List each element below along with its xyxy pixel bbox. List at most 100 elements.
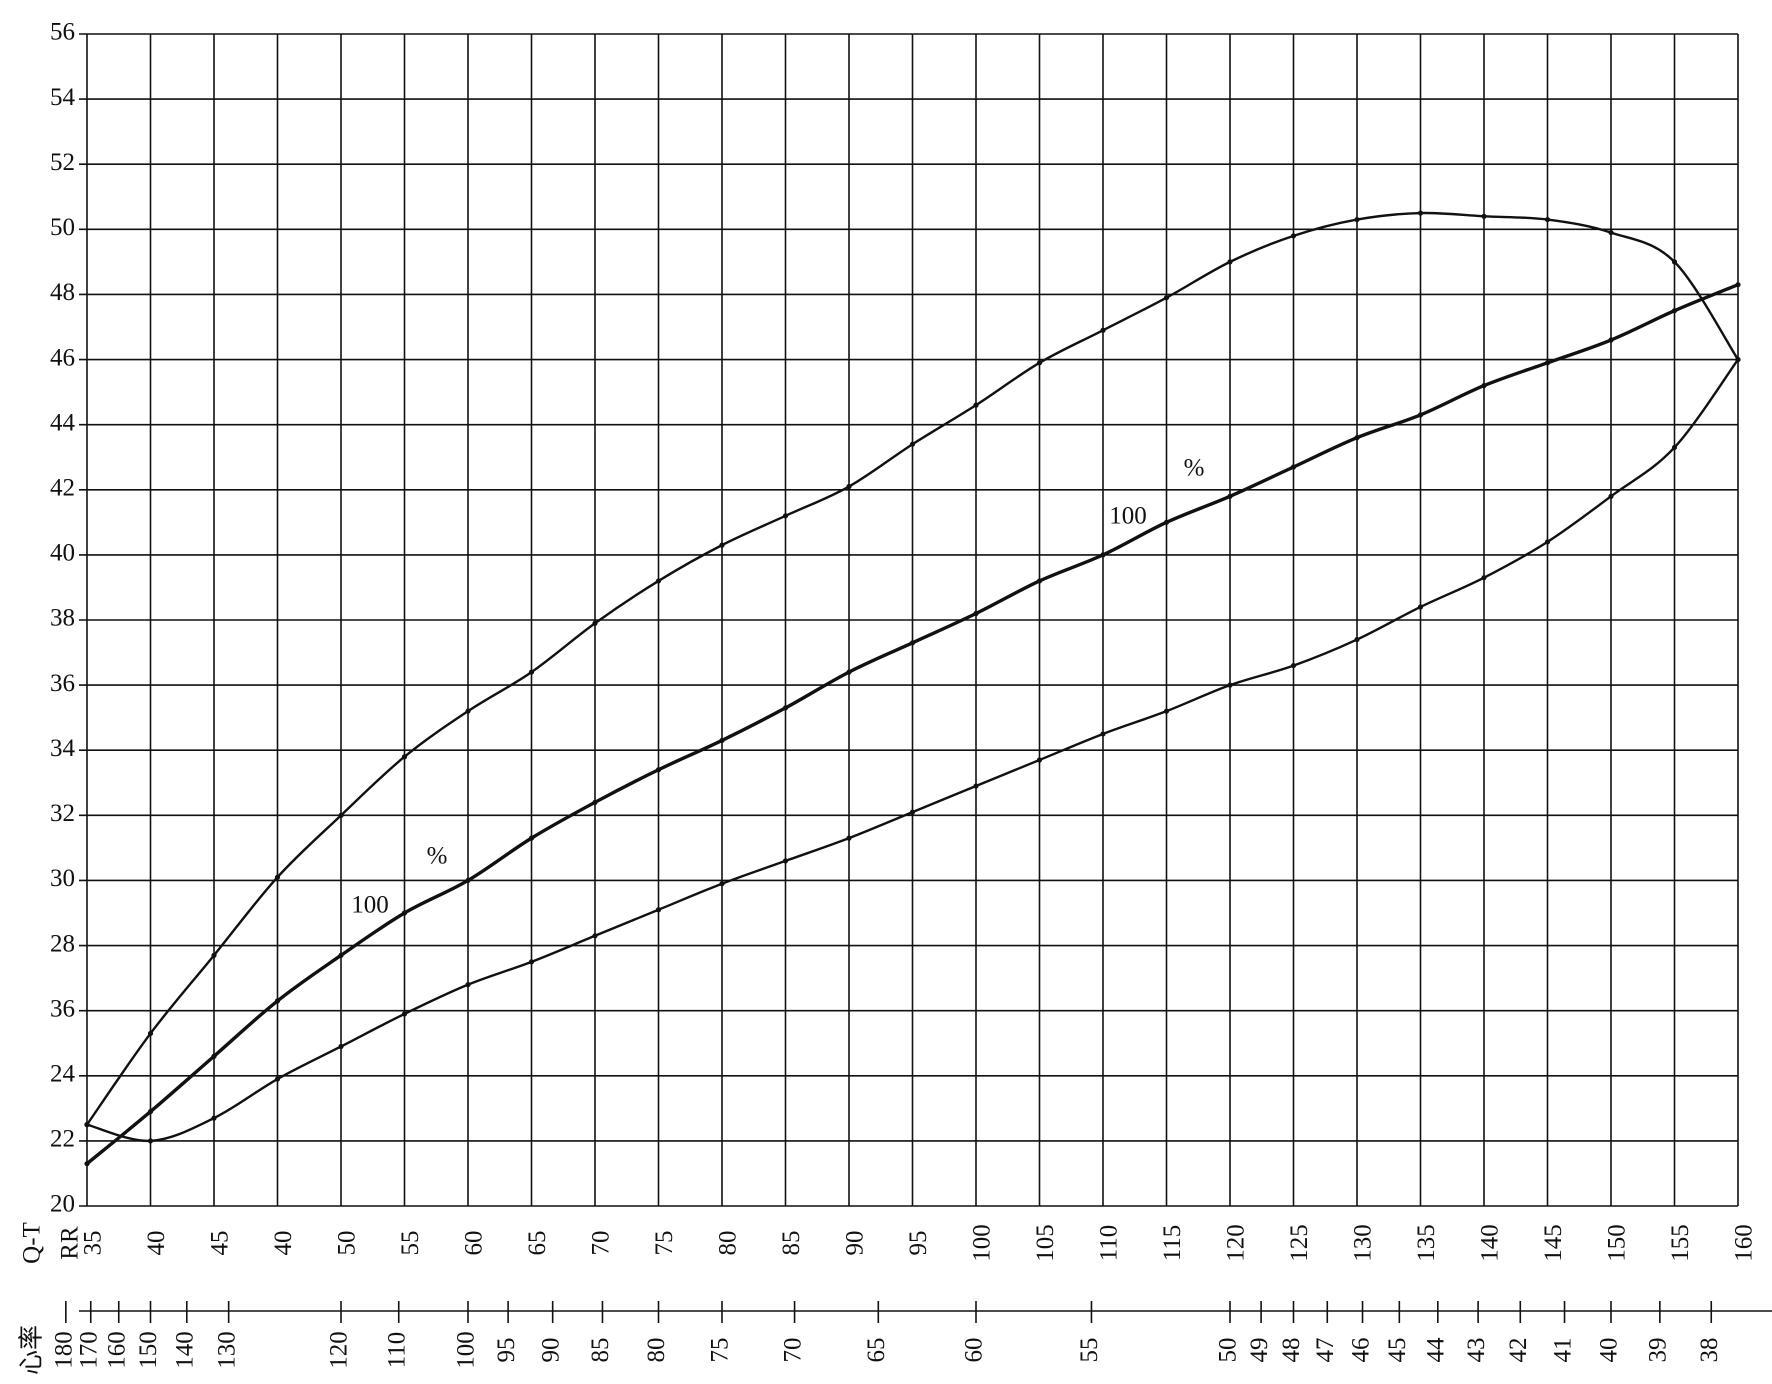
point (1671, 444, 1678, 451)
point (1671, 308, 1678, 314)
x-tick-label: 75 (651, 1231, 678, 1256)
point (338, 952, 344, 958)
x2-tick-label: 49 (1246, 1338, 1273, 1363)
x2-tick-label: 42 (1505, 1338, 1532, 1363)
x-tick-label: 60 (461, 1231, 488, 1256)
point (592, 799, 598, 805)
x2-tick-label: 90 (537, 1338, 564, 1363)
point (1227, 682, 1233, 688)
x-axis-label: RR (57, 1226, 84, 1260)
x-tick-label: 50 (334, 1231, 361, 1256)
point (1100, 552, 1106, 558)
point (1417, 210, 1424, 216)
point (147, 1138, 154, 1144)
point (211, 1115, 217, 1121)
x2-tick-label: 95 (493, 1338, 520, 1363)
x2-tick-label: 40 (1596, 1338, 1623, 1363)
point (465, 708, 471, 714)
point (1227, 259, 1233, 265)
x-tick-label: 160 (1731, 1224, 1758, 1262)
point (846, 835, 852, 841)
point (1036, 360, 1043, 366)
point (973, 402, 979, 408)
y-tick-label: 52 (50, 149, 75, 176)
x2-tick-label: 150 (135, 1331, 162, 1369)
point (719, 542, 725, 548)
x-tick-label: 80 (715, 1231, 742, 1256)
annotation: % (1184, 455, 1205, 482)
x2-tick-label: 39 (1645, 1338, 1672, 1363)
point (528, 959, 535, 965)
point (1608, 337, 1614, 343)
point (1100, 327, 1106, 333)
x2-tick-label: 47 (1312, 1338, 1339, 1363)
point (1735, 282, 1741, 288)
point (1290, 464, 1297, 470)
point (1163, 708, 1170, 714)
x2-tick-label: 48 (1278, 1338, 1305, 1363)
point (973, 610, 979, 617)
point (655, 907, 662, 913)
x2-tick-label: 160 (103, 1331, 130, 1369)
point (655, 578, 662, 584)
y-tick-label: 36 (50, 995, 75, 1022)
annotation: 100 (351, 892, 389, 919)
point (909, 809, 916, 815)
point (1735, 356, 1741, 363)
point (655, 767, 662, 773)
x-tick-label: 105 (1032, 1224, 1059, 1262)
point (909, 640, 916, 646)
point (1481, 575, 1487, 581)
x2-tick-label: 43 (1463, 1338, 1490, 1363)
point (338, 812, 344, 818)
point (846, 669, 852, 675)
point (1227, 493, 1233, 499)
x-tick-label: 40 (270, 1231, 297, 1256)
point (1163, 295, 1170, 301)
y-tick-label: 54 (50, 84, 76, 111)
y-tick-label: 50 (50, 214, 75, 241)
point (1608, 493, 1614, 499)
y-tick-label: 56 (50, 19, 75, 46)
point (592, 933, 598, 939)
y-tick-label: 38 (50, 605, 75, 632)
point (1036, 578, 1043, 584)
point (1481, 383, 1487, 389)
x-tick-label: 145 (1540, 1224, 1567, 1262)
point (1417, 412, 1424, 418)
point (719, 881, 725, 887)
point (782, 858, 789, 864)
y-tick-label: 46 (50, 344, 75, 371)
point (1671, 259, 1678, 265)
point (274, 998, 281, 1004)
x-tick-label: 55 (397, 1231, 424, 1256)
point (973, 783, 979, 789)
y-tick-label: 40 (50, 540, 75, 567)
x2-tick-label: 45 (1384, 1338, 1411, 1363)
point (1481, 213, 1487, 219)
x-tick-label: 35 (80, 1231, 107, 1256)
point (401, 754, 408, 760)
x2-tick-label: 120 (326, 1331, 353, 1369)
x2-tick-label: 85 (587, 1338, 614, 1363)
point (1036, 757, 1043, 763)
x-tick-label: 120 (1223, 1224, 1250, 1262)
y-tick-label: 30 (50, 865, 75, 892)
y-axis-label: Q-T (19, 1222, 46, 1264)
point (1100, 731, 1106, 737)
point (401, 1011, 408, 1017)
x2-tick-label: 140 (172, 1331, 199, 1369)
x2-tick-label: 50 (1215, 1338, 1242, 1363)
point (1544, 216, 1551, 223)
curve (86, 211, 1740, 1126)
x2-tick-label: 70 (779, 1338, 806, 1363)
x-tick-label: 70 (588, 1231, 615, 1256)
point (719, 737, 725, 744)
point (846, 483, 852, 490)
point (84, 1122, 90, 1128)
x-tick-label: 125 (1286, 1224, 1313, 1262)
point (528, 669, 535, 675)
x-tick-label: 85 (778, 1231, 805, 1256)
point (1354, 636, 1360, 643)
x2-axis-label: 心率 (18, 1325, 46, 1375)
